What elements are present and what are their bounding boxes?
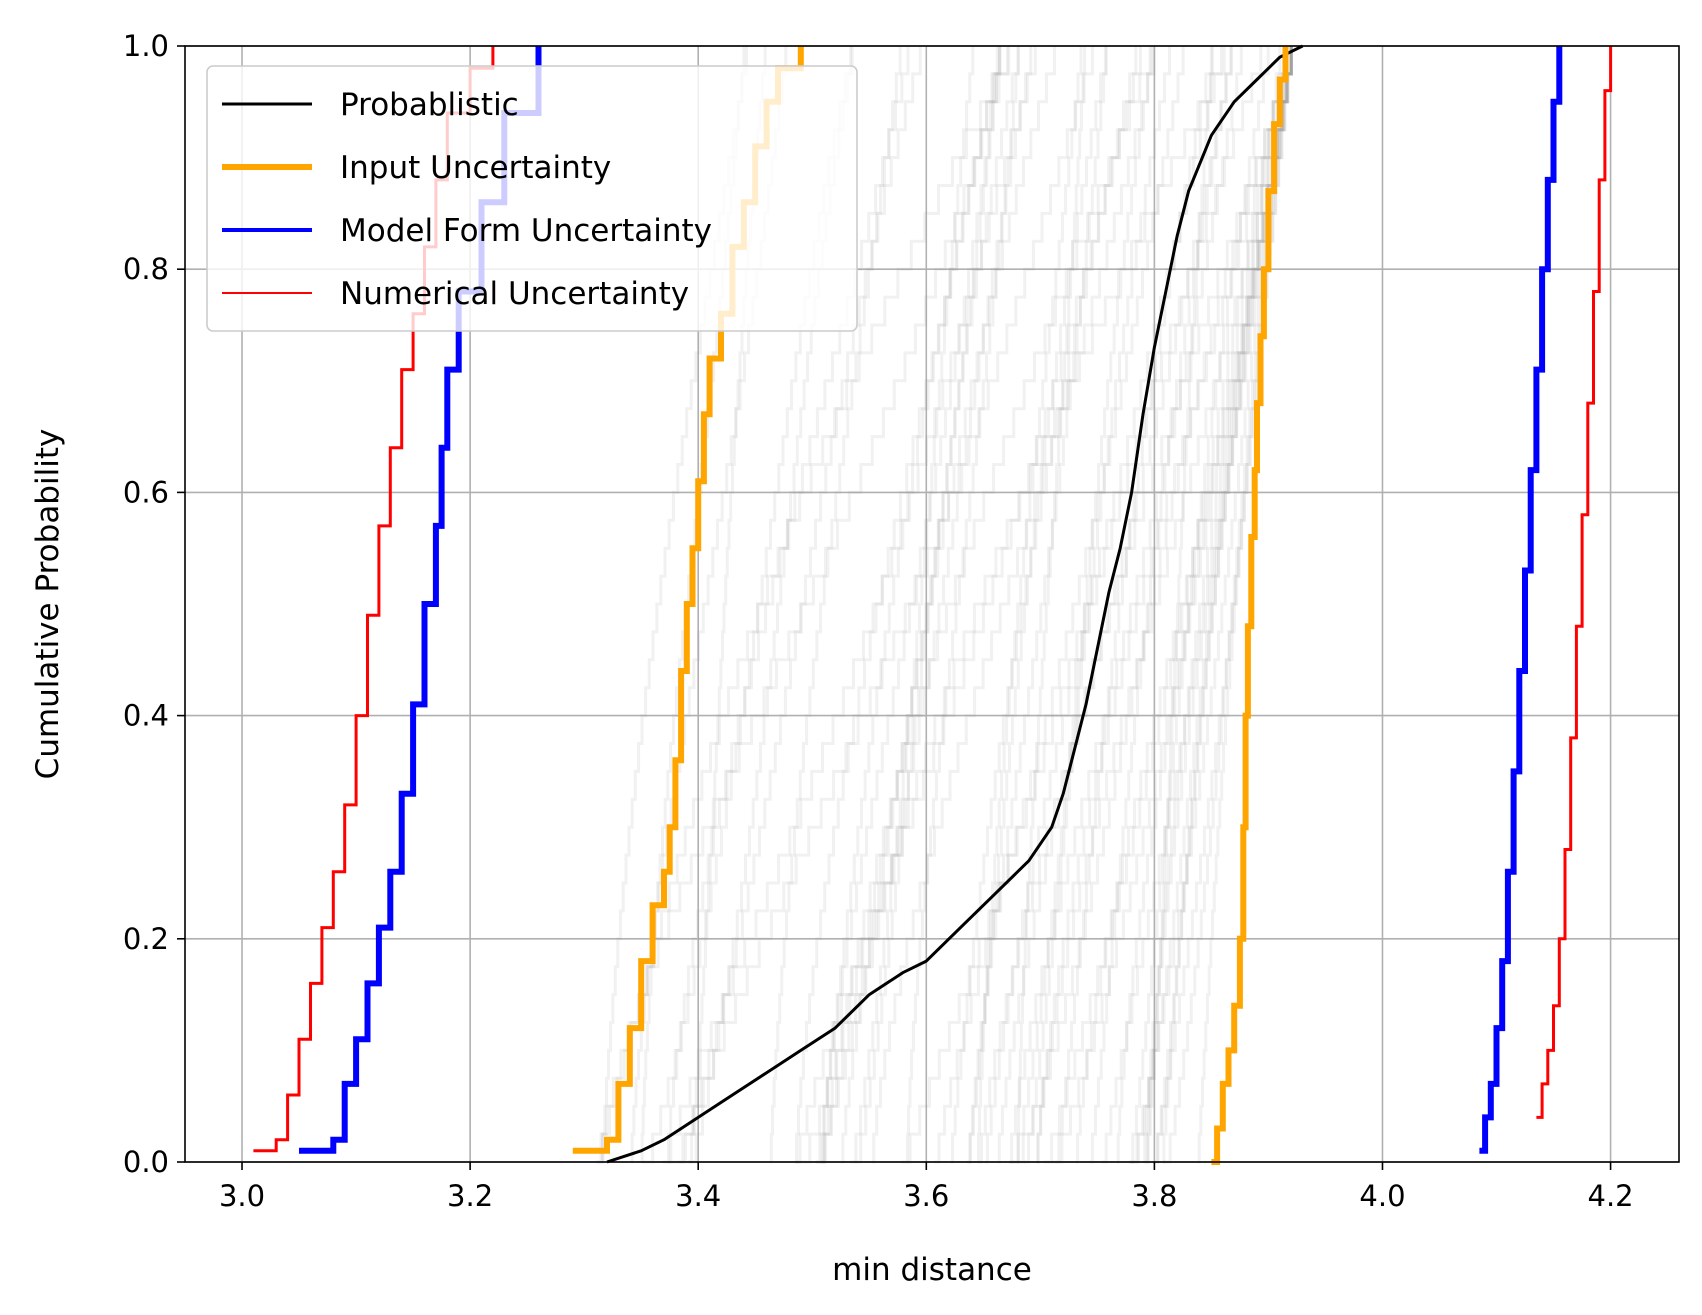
x-axis-label: min distance xyxy=(832,1252,1032,1288)
ensemble-cdf-line xyxy=(1153,46,1293,1164)
ensemble-cdf-line xyxy=(1130,46,1293,1164)
ensemble-cdf-line xyxy=(1023,46,1171,1164)
ensemble-cdf-line xyxy=(1116,46,1293,1164)
legend: Probablistic Input Uncertainty Model Form … xyxy=(206,65,858,332)
x-tick-label: 4.2 xyxy=(1588,1179,1634,1213)
ensemble-cdf-line xyxy=(821,46,1226,1164)
ensemble-cdf-line xyxy=(667,46,910,1164)
ensemble-cdf-line xyxy=(1036,46,1293,1164)
ensemble-cdf-line xyxy=(950,46,1138,1164)
y-tick-label: 1.0 xyxy=(123,29,169,63)
ensemble-cdf-line xyxy=(815,46,1033,1164)
plot-frame xyxy=(184,45,1680,1163)
legend-label: Input Uncertainty xyxy=(340,150,611,186)
model-form-uncertainty-bound-upper xyxy=(1479,46,1563,1154)
ensemble-cdf-line xyxy=(597,46,1009,1164)
ensemble-cdf-line xyxy=(1101,46,1282,1164)
ensemble-cdf-line xyxy=(678,46,1094,1164)
input-uncertainty-bound-upper xyxy=(1211,46,1289,1165)
ensemble-cdf-line xyxy=(871,46,1156,1164)
ensemble-cdf-line xyxy=(816,46,1001,1164)
x-tick-label: 3.2 xyxy=(447,1179,493,1213)
y-tick-label: 0.8 xyxy=(123,252,169,286)
ensemble-cdf-line xyxy=(997,46,1293,1164)
ensemble-cdf-line xyxy=(968,46,1108,1164)
ensemble-cdf-line xyxy=(966,46,1107,1164)
ensemble-cdf-line xyxy=(1016,46,1087,1164)
x-tick-label: 3.4 xyxy=(675,1179,721,1213)
ensemble-cdf-line xyxy=(769,46,902,1164)
legend-box xyxy=(206,65,858,332)
ensemble-cdf-line xyxy=(796,46,1056,1164)
y-tick-label: 0.6 xyxy=(123,475,169,509)
ensemble-cdf-line xyxy=(662,46,1037,1164)
axis-ticks: 3.0 3.2 3.4 3.6 3.8 4.0 4.2 0.0 0.2 0.4 0.6 0.8 1.0 xyxy=(123,29,1634,1213)
ensemble-cdf-line xyxy=(820,46,1002,1164)
ensemble-cdf-line xyxy=(840,46,1002,1164)
ensemble-cdf-line xyxy=(1043,46,1286,1164)
x-tick-label: 4.0 xyxy=(1359,1179,1405,1213)
ensemble-cdf-line xyxy=(1089,46,1233,1164)
x-tick-label: 3.6 xyxy=(903,1179,949,1213)
ensemble-cdf-line xyxy=(977,46,1083,1164)
ensemble-cdf-line xyxy=(1143,46,1293,1164)
y-tick-label: 0.2 xyxy=(123,922,169,956)
ensemble-cdf-line xyxy=(1075,46,1293,1164)
ensemble-cdf-line xyxy=(669,46,922,1164)
ensemble-cdf-line xyxy=(821,46,1152,1164)
ensemble-cdf-line xyxy=(850,46,975,1164)
legend-label: Model Form Uncertainty xyxy=(340,213,712,249)
ensemble-cdf-line xyxy=(984,46,1263,1164)
legend-label: Probablistic xyxy=(340,87,519,123)
ensemble-cdf-line xyxy=(1153,46,1293,1164)
ensemble-cdf-line xyxy=(934,46,1185,1164)
ensemble-cdf-line xyxy=(1008,46,1243,1164)
ensemble-cdf-line xyxy=(1055,46,1213,1164)
x-tick-label: 3.0 xyxy=(219,1179,265,1213)
ensemble-cdf-line xyxy=(1011,46,1154,1164)
ensemble-cdf-line xyxy=(1052,46,1293,1164)
probablistic-line xyxy=(606,44,1304,1164)
legend-label: Numerical Uncertainty xyxy=(340,276,689,312)
ensemble-cdf-line xyxy=(795,46,999,1164)
y-axis-label: Cumulative Probability xyxy=(30,429,66,780)
numerical-uncertainty-bound-upper xyxy=(1536,46,1613,1119)
ensemble-cdf-line xyxy=(1036,46,1293,1164)
ensemble-cdf-line xyxy=(794,46,1142,1164)
ensemble-cdf-line xyxy=(1145,46,1214,1164)
y-tick-label: 0.0 xyxy=(123,1145,169,1179)
y-tick-label: 0.4 xyxy=(123,699,169,733)
ensemble-cdf-line xyxy=(1128,46,1270,1164)
ensemble-cdf-line xyxy=(905,46,1020,1164)
x-tick-label: 3.8 xyxy=(1131,1179,1177,1213)
ensemble-cdf-line xyxy=(900,46,1223,1164)
ensemble-cdf-line xyxy=(595,46,1011,1164)
ensemble-cdf-line xyxy=(1162,46,1293,1164)
ensemble-cdf-line xyxy=(1009,46,1293,1164)
